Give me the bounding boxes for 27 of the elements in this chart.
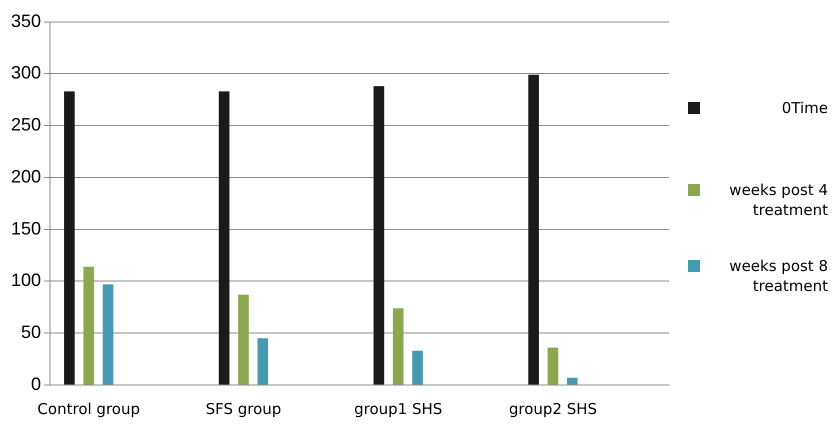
x-tick-label: group2 SHS (508, 400, 598, 418)
y-tick-label: 300 (10, 62, 42, 83)
bar (566, 378, 578, 384)
y-tick-label: 250 (10, 114, 42, 135)
bar (392, 308, 404, 384)
x-tick-label: SFS group (206, 400, 282, 418)
legend-label: weeks post 4 treatment (728, 180, 828, 220)
bar (218, 91, 230, 384)
x-tick-label: group1 SHS (354, 400, 442, 418)
bar (528, 74, 539, 384)
bar (102, 284, 114, 384)
bar (374, 86, 384, 384)
bar (412, 350, 423, 384)
bar (83, 266, 94, 384)
legend-label: weeks post 8 treatment (728, 256, 828, 296)
y-tick-label: 200 (10, 166, 42, 186)
bar (64, 91, 75, 384)
bar (257, 338, 268, 384)
x-tick-label: Control group (37, 400, 140, 418)
bar (238, 294, 249, 384)
text: 0Time (780, 98, 828, 118)
y-tick-label: 150 (10, 218, 42, 238)
y-tick-label: 100 (10, 270, 42, 290)
y-tick-label: 50 (21, 322, 42, 342)
y-tick-label: 350 (10, 10, 42, 31)
bar (548, 348, 558, 384)
y-tick-label: 0 (31, 374, 42, 394)
